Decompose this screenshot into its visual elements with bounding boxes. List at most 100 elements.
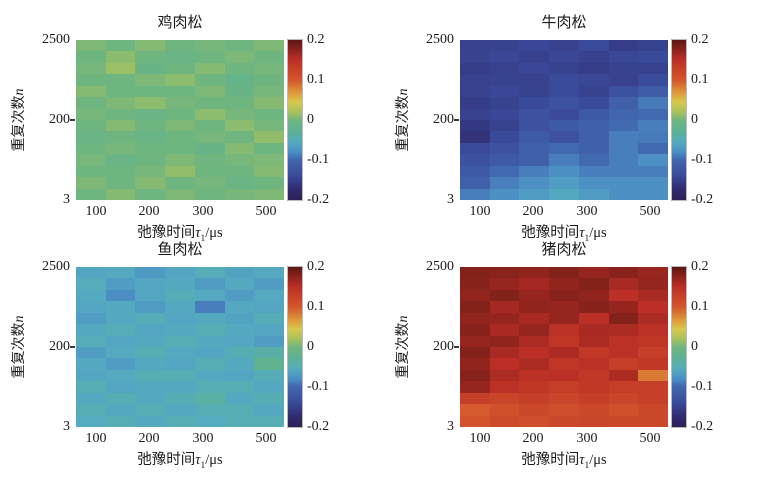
x-axis-unit: /μs	[589, 225, 607, 241]
heatmap-cell	[194, 154, 225, 166]
heatmap-cell	[224, 301, 255, 313]
heatmap-cell	[519, 347, 550, 359]
heatmap-cell	[135, 62, 166, 75]
heatmap-cell	[489, 335, 520, 347]
heatmap-cell	[519, 62, 550, 75]
heatmap-cell	[578, 131, 609, 143]
heatmap-cell	[105, 415, 136, 427]
heatmap-cell	[638, 85, 668, 98]
y-tick-3: 3	[447, 192, 454, 207]
heatmap-cell	[519, 404, 550, 416]
heatmap-cell	[135, 267, 166, 279]
heatmap-cell	[135, 404, 166, 416]
heatmap-cell	[519, 358, 550, 370]
heatmap-cell	[460, 392, 490, 405]
heatmap-cell	[254, 335, 284, 347]
heatmap-cell	[638, 369, 668, 382]
heatmap-cell	[578, 358, 609, 370]
heatmap-cell	[549, 165, 579, 178]
heatmap-cell	[549, 97, 579, 109]
heatmap-cell	[578, 369, 609, 382]
colorbar-tick: 0.2	[307, 259, 325, 274]
heatmap-cell	[519, 120, 550, 132]
heatmap-cell	[194, 51, 225, 63]
heatmap-cell	[578, 381, 609, 393]
heatmap-cell	[194, 347, 225, 359]
heatmap-cell	[608, 165, 639, 178]
colorbar-tick: -0.1	[307, 152, 330, 167]
heatmap-cell	[608, 347, 639, 359]
heatmap-cell	[578, 120, 609, 132]
heatmap-cell	[638, 415, 668, 427]
x-tick-300: 300	[576, 204, 598, 219]
x-axis-label-text: 弛豫时间	[137, 452, 196, 468]
heatmap-beef	[460, 40, 668, 200]
heatmap-cell	[135, 131, 166, 143]
heatmap-cell	[105, 392, 136, 405]
heatmap-cell	[460, 381, 490, 393]
heatmap-cell	[608, 97, 639, 109]
heatmap-cell	[194, 369, 225, 382]
heatmap-cell	[519, 165, 550, 178]
heatmap-cell	[105, 51, 136, 63]
heatmap-cell	[489, 51, 520, 63]
heatmap-cell	[578, 188, 609, 200]
y-tick-3: 3	[63, 419, 70, 434]
heatmap-cell	[460, 131, 490, 143]
heatmap-cell	[224, 381, 255, 393]
y-axis-variable: n	[12, 315, 27, 323]
x-tick-300: 300	[192, 431, 214, 446]
heatmap-cell	[105, 289, 136, 302]
heatmap-cell	[608, 154, 639, 166]
heatmap-cell	[460, 404, 490, 416]
heatmap-cell	[519, 301, 550, 313]
heatmap-cell	[460, 324, 490, 336]
heatmap-cell	[105, 165, 136, 178]
heatmap-cell	[578, 97, 609, 109]
heatmap-cell	[254, 108, 284, 120]
heatmap-cell	[460, 40, 490, 52]
heatmap-cell	[105, 267, 136, 279]
heatmap-cell	[76, 120, 106, 132]
tau-symbol: τ	[579, 225, 585, 241]
heatmap-cell	[254, 301, 284, 313]
heatmap-chicken	[76, 40, 284, 200]
heatmap-cell	[194, 40, 225, 52]
heatmap-cell	[578, 154, 609, 166]
heatmap-pork	[460, 267, 668, 427]
heatmap-cell	[135, 120, 166, 132]
heatmap-cell	[254, 97, 284, 109]
heatmap-cell	[224, 404, 255, 416]
heatmap-cell	[549, 381, 579, 393]
heatmap-cell	[549, 51, 579, 63]
colorbar-tick: -0.2	[307, 419, 330, 434]
heatmap-cell	[608, 415, 639, 427]
heatmap-cell	[165, 188, 195, 200]
heatmap-cell	[165, 404, 195, 416]
heatmap-cell	[135, 392, 166, 405]
heatmap-cell	[165, 165, 195, 178]
heatmap-cell	[519, 74, 550, 86]
heatmap-cell	[608, 62, 639, 75]
heatmap-cell	[194, 142, 225, 155]
heatmap-cell	[489, 188, 520, 200]
panel-title: 牛肉松	[541, 15, 587, 31]
heatmap-cell	[165, 131, 195, 143]
heatmap-cell	[489, 120, 520, 132]
heatmap-cell	[194, 74, 225, 86]
heatmap-cell	[254, 51, 284, 63]
heatmap-cell	[194, 108, 225, 120]
colorbar-tick: 0.2	[691, 32, 709, 47]
heatmap-cell	[460, 301, 490, 313]
heatmap-cell	[105, 74, 136, 86]
heatmap-cell	[224, 312, 255, 325]
y-tick-200: 200	[433, 339, 454, 354]
heatmap-cell	[135, 165, 166, 178]
heatmap-cell	[519, 142, 550, 155]
heatmap-cell	[224, 85, 255, 98]
heatmap-cell	[254, 120, 284, 132]
heatmap-cell	[76, 188, 106, 200]
x-axis-label: 弛豫时间τ1/μs	[460, 223, 668, 244]
heatmap-cell	[578, 165, 609, 178]
heatmap-cell	[76, 97, 106, 109]
